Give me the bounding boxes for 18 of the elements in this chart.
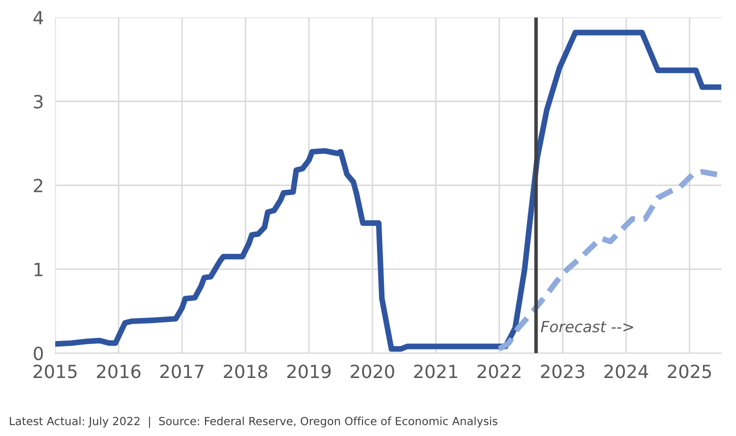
y-tick-label: 4 [33,11,44,24]
x-tick-label: 2020 [350,364,394,378]
x-tick-label: 2021 [414,364,458,378]
x-tick-label: 2016 [96,364,140,378]
y-tick-label: 1 [34,262,42,276]
y-tick-label: 0 [34,346,43,360]
text: Latest Actual: July 2022 | Source: Federal Reserve, Oregon Office of Economic Analysis [10,416,498,428]
x-tick-label: 2023 [541,364,584,378]
x-tick-label: 2025 [668,364,711,378]
x-tick-label: 2017 [160,364,204,378]
x-tick-label: 2019 [287,364,331,378]
y-tick-label: 3 [34,94,43,108]
x-tick-label: 2024 [604,364,648,378]
y-tick-label: 2 [34,178,42,192]
annotation: Forecast --> [540,321,634,332]
x-tick-label: 2022 [478,364,520,378]
x-tick-label: 2018 [224,364,268,378]
x-tick-label: 2015 [34,364,77,378]
